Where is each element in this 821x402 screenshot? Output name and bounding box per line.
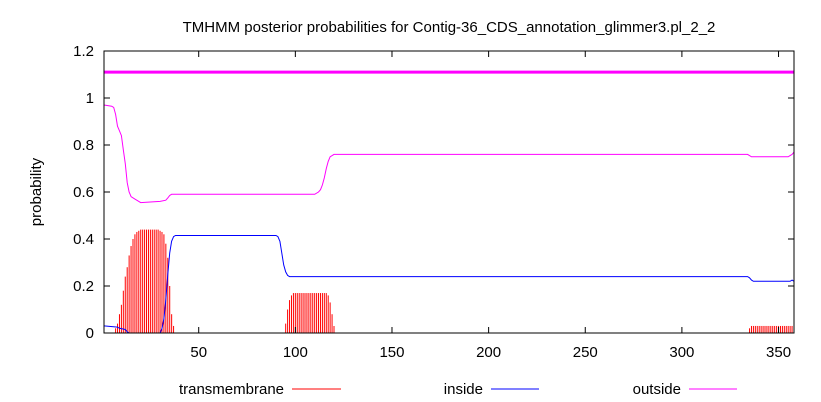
legend-label-outside: outside	[633, 381, 681, 398]
x-tick-label: 250	[573, 344, 598, 361]
outside-line	[103, 104, 795, 204]
x-tick-label: 350	[766, 344, 791, 361]
legend-label-transmembrane: transmembrane	[179, 381, 284, 398]
y-tick-label: 1	[86, 90, 94, 107]
y-axis-label: probability	[28, 157, 45, 226]
x-tick-label: 200	[476, 344, 501, 361]
y-tick-label: 1.2	[73, 43, 94, 60]
x-tick-label: 50	[190, 344, 207, 361]
inside-line	[103, 235, 795, 334]
x-tick-label: 150	[379, 344, 404, 361]
x-tick-label: 300	[669, 344, 694, 361]
y-tick-label: 0	[86, 325, 94, 342]
chart-title: TMHMM posterior probabilities for Contig…	[183, 19, 716, 36]
y-tick-label: 0.2	[73, 278, 94, 295]
legend-label-inside: inside	[444, 381, 483, 398]
x-tick-label: 100	[283, 344, 308, 361]
plot-frame	[103, 50, 795, 334]
y-tick-label: 0.8	[73, 137, 94, 154]
y-tick-label: 0.4	[73, 231, 94, 248]
y-tick-label: 0.6	[73, 184, 94, 201]
